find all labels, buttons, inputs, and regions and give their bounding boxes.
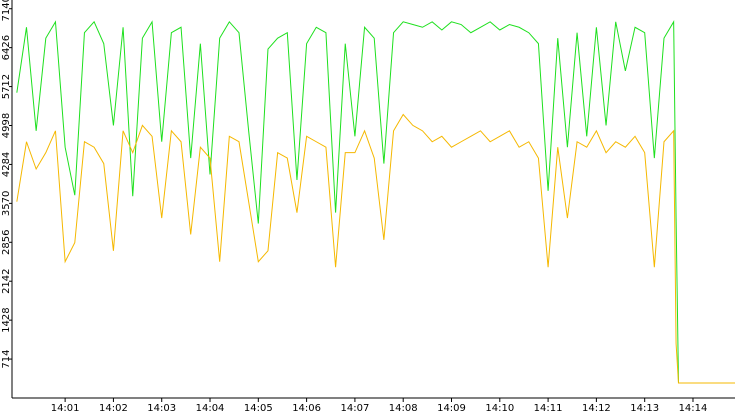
x-tick-label: 14:12 bbox=[582, 403, 611, 414]
x-tick-label: 14:09 bbox=[437, 403, 466, 414]
series-line bbox=[16, 113, 735, 384]
y-tick-label: 3570 bbox=[1, 191, 12, 216]
x-tick-label: 14:14 bbox=[679, 403, 708, 414]
y-tick-label: 2142 bbox=[1, 268, 12, 293]
x-tick-label: 14:03 bbox=[147, 403, 176, 414]
y-tick-label: 4998 bbox=[1, 113, 12, 138]
y-tick-label: 1428 bbox=[1, 307, 12, 332]
series-line bbox=[16, 20, 735, 384]
x-tick-label: 14:11 bbox=[534, 403, 563, 414]
x-tick-label: 14:04 bbox=[196, 403, 225, 414]
x-tick-label: 14:08 bbox=[389, 403, 418, 414]
y-tick-label: 4284 bbox=[1, 152, 12, 177]
x-tick-label: 14:07 bbox=[340, 403, 369, 414]
x-tick-label: 14:02 bbox=[99, 403, 128, 414]
y-tick-label: 7140 bbox=[1, 0, 12, 21]
y-tick-label: 6426 bbox=[1, 35, 12, 60]
x-tick-label: 14:13 bbox=[630, 403, 659, 414]
x-tick-label: 14:06 bbox=[292, 403, 321, 414]
y-tick-label: 5712 bbox=[1, 74, 12, 99]
y-tick-label: 2856 bbox=[1, 230, 12, 255]
y-tick-label: 714 bbox=[1, 350, 12, 369]
x-tick-label: 14:10 bbox=[485, 403, 514, 414]
x-tick-label: 14:01 bbox=[51, 403, 80, 414]
x-tick-label: 14:05 bbox=[244, 403, 273, 414]
